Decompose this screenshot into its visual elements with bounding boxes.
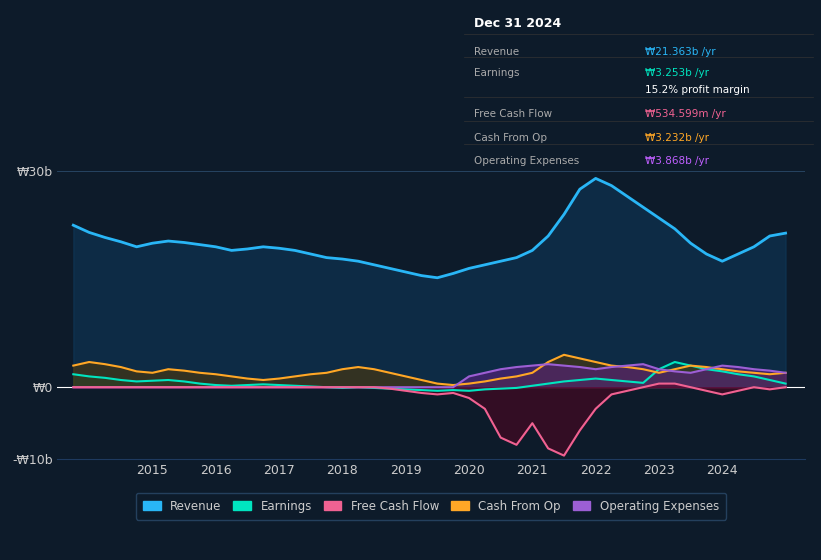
Legend: Revenue, Earnings, Free Cash Flow, Cash From Op, Operating Expenses: Revenue, Earnings, Free Cash Flow, Cash … (136, 493, 726, 520)
Text: ₩3.253b /yr: ₩3.253b /yr (645, 68, 709, 78)
Text: ₩3.868b /yr: ₩3.868b /yr (645, 156, 709, 166)
Text: Cash From Op: Cash From Op (475, 133, 548, 143)
Text: 15.2% profit margin: 15.2% profit margin (645, 86, 750, 95)
Text: Dec 31 2024: Dec 31 2024 (475, 17, 562, 30)
Text: Revenue: Revenue (475, 47, 520, 57)
Text: ₩534.599m /yr: ₩534.599m /yr (645, 109, 726, 119)
Text: Operating Expenses: Operating Expenses (475, 156, 580, 166)
Text: ₩3.232b /yr: ₩3.232b /yr (645, 133, 709, 143)
Text: Earnings: Earnings (475, 68, 520, 78)
Text: ₩21.363b /yr: ₩21.363b /yr (645, 47, 716, 57)
Text: Free Cash Flow: Free Cash Flow (475, 109, 553, 119)
